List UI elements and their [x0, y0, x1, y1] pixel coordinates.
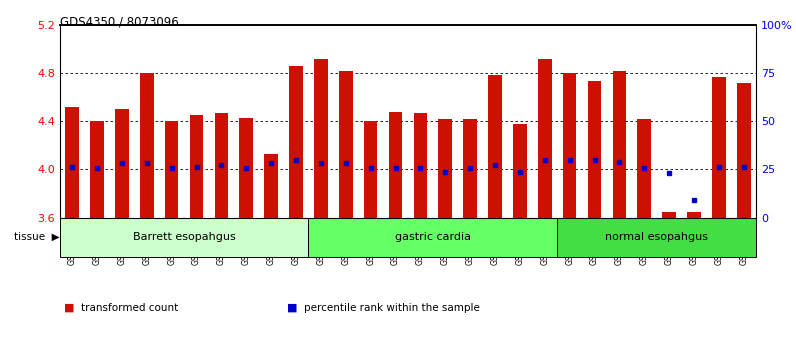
- Bar: [657, 218, 681, 219]
- Bar: [314, 58, 328, 218]
- Bar: [308, 218, 557, 257]
- Bar: [439, 119, 452, 218]
- Bar: [582, 218, 607, 219]
- Bar: [607, 218, 632, 219]
- Bar: [165, 121, 178, 218]
- Bar: [140, 73, 154, 218]
- Bar: [533, 218, 557, 219]
- Bar: [488, 75, 501, 218]
- Bar: [84, 218, 109, 219]
- Bar: [65, 107, 79, 218]
- Bar: [115, 109, 129, 218]
- Text: GDS4350 / 8073096: GDS4350 / 8073096: [60, 16, 178, 29]
- Bar: [308, 218, 334, 219]
- Bar: [414, 113, 427, 218]
- Bar: [259, 218, 283, 219]
- Bar: [60, 218, 308, 257]
- Bar: [209, 218, 234, 219]
- Bar: [507, 218, 533, 219]
- Bar: [687, 212, 700, 218]
- Bar: [458, 218, 482, 219]
- Bar: [159, 218, 184, 219]
- Bar: [632, 218, 657, 219]
- Bar: [408, 218, 433, 219]
- Bar: [587, 81, 601, 218]
- Bar: [513, 124, 527, 218]
- Bar: [109, 218, 135, 219]
- Bar: [732, 218, 756, 219]
- Bar: [90, 121, 103, 218]
- Bar: [215, 113, 228, 218]
- Text: ■: ■: [64, 303, 74, 313]
- Bar: [60, 218, 84, 219]
- Bar: [388, 112, 402, 218]
- Bar: [706, 218, 732, 219]
- Bar: [613, 70, 626, 218]
- Text: gastric cardia: gastric cardia: [395, 232, 470, 242]
- Bar: [283, 218, 308, 219]
- Text: transformed count: transformed count: [81, 303, 178, 313]
- Bar: [433, 218, 458, 219]
- Bar: [681, 218, 706, 219]
- Bar: [189, 115, 203, 218]
- Bar: [463, 119, 477, 218]
- Bar: [557, 218, 756, 257]
- Text: percentile rank within the sample: percentile rank within the sample: [304, 303, 480, 313]
- Text: normal esopahgus: normal esopahgus: [605, 232, 708, 242]
- Bar: [135, 218, 159, 219]
- Bar: [334, 218, 358, 219]
- Bar: [240, 118, 253, 218]
- Bar: [184, 218, 209, 219]
- Bar: [264, 154, 278, 218]
- Text: tissue  ▶: tissue ▶: [14, 232, 60, 242]
- Bar: [638, 119, 651, 218]
- Bar: [234, 218, 259, 219]
- Bar: [289, 66, 302, 218]
- Bar: [737, 82, 751, 218]
- Bar: [712, 76, 726, 218]
- Bar: [662, 212, 676, 218]
- Bar: [557, 218, 582, 219]
- Bar: [482, 218, 507, 219]
- Bar: [538, 58, 552, 218]
- Bar: [339, 70, 353, 218]
- Bar: [563, 73, 576, 218]
- Bar: [364, 121, 377, 218]
- Bar: [383, 218, 408, 219]
- Text: Barrett esopahgus: Barrett esopahgus: [133, 232, 236, 242]
- Bar: [358, 218, 383, 219]
- Text: ■: ■: [287, 303, 297, 313]
